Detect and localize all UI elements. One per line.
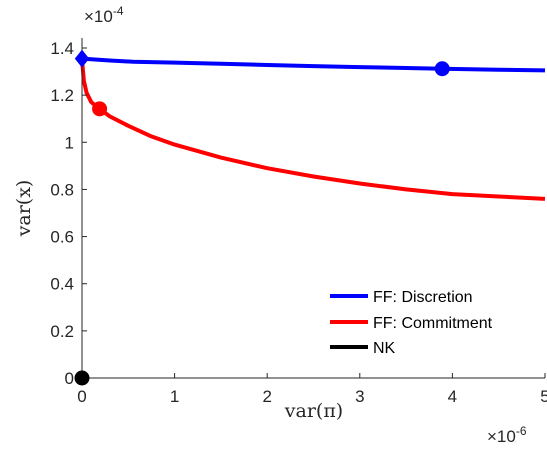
- x-tick-label: 4: [448, 387, 457, 406]
- y-tick-label: 0: [65, 369, 74, 388]
- x-tick-label: 1: [170, 387, 179, 406]
- legend-label-nk: NK: [373, 340, 396, 357]
- x-tick-label: 0: [77, 387, 86, 406]
- x-tick-label: 5: [540, 387, 547, 406]
- y-tick-label: 0.8: [50, 180, 74, 199]
- marker-diamond-ff-discretion: [74, 49, 90, 68]
- y-multiplier-label: ×10-4: [84, 4, 124, 26]
- y-tick-label: 0.4: [50, 275, 74, 294]
- markers-layer: [74, 49, 450, 386]
- legend-label-discretion: FF: Discretion: [373, 289, 473, 306]
- marker-circle-nk: [74, 370, 90, 386]
- y-axis-label: var(x): [13, 180, 35, 238]
- legend-label-commitment: FF: Commitment: [373, 315, 493, 332]
- y-tick-label: 1.4: [50, 39, 74, 58]
- y-tick-label: 0.2: [50, 322, 74, 341]
- ticks-layer: 0 1 2 3 4 5 0 0.2 0.4 0.6 0.8 1 1.2 1.4: [50, 39, 547, 406]
- y-tick-label: 1.2: [50, 86, 74, 105]
- series-line-ff-commitment: [80, 59, 546, 201]
- x-tick-label: 3: [355, 387, 364, 406]
- x-tick-label: 2: [262, 387, 271, 406]
- legend: FF: Discretion FF: Commitment NK: [330, 289, 493, 357]
- marker-circle-ff-discretion: [434, 61, 450, 77]
- x-axis-label: var(π): [284, 400, 343, 422]
- y-tick-label: 1: [65, 133, 74, 152]
- x-multiplier-label: ×10-6: [487, 424, 527, 446]
- marker-circle-ff-commitment: [92, 101, 108, 117]
- y-tick-label: 0.6: [50, 228, 74, 247]
